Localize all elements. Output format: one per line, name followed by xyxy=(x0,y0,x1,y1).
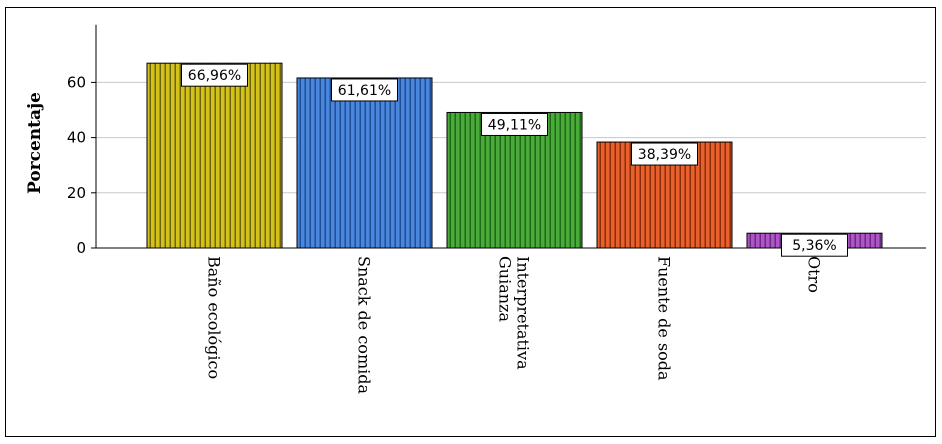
x-category-label: Interpretativa xyxy=(514,256,533,370)
x-category-label: Snack de comida xyxy=(355,256,374,394)
data-label: 5,36% xyxy=(792,238,836,254)
data-label: 61,61% xyxy=(338,83,391,99)
data-label: 38,39% xyxy=(638,147,691,163)
data-label-box xyxy=(331,78,398,102)
data-label-box xyxy=(781,233,848,257)
bar-0 xyxy=(146,62,283,249)
x-category-label: Baño ecológico xyxy=(205,256,224,379)
bar-chart: 0 20 40 60 Baño ecológico Snack de comida Gui… xyxy=(25,24,926,394)
data-label: 66,96% xyxy=(188,68,241,84)
y-tick-label: 0 xyxy=(76,239,86,257)
y-axis-label: Porcentaje xyxy=(25,92,45,194)
y-tick-label: 60 xyxy=(67,73,86,91)
x-category-label: Fuente de soda xyxy=(655,256,674,381)
data-label-box xyxy=(631,142,698,166)
x-category-label: Guianza xyxy=(496,256,515,322)
data-label: 49,11% xyxy=(488,117,541,133)
data-label-box xyxy=(481,112,548,136)
bar-1 xyxy=(296,77,433,249)
x-category-label: Otro xyxy=(805,256,824,293)
chart-frame: 0 20 40 60 Baño ecológico Snack de comida Gui… xyxy=(5,7,936,437)
y-tick-label: 20 xyxy=(67,184,86,202)
data-label-box xyxy=(181,63,248,87)
y-tick-label: 40 xyxy=(67,129,86,147)
